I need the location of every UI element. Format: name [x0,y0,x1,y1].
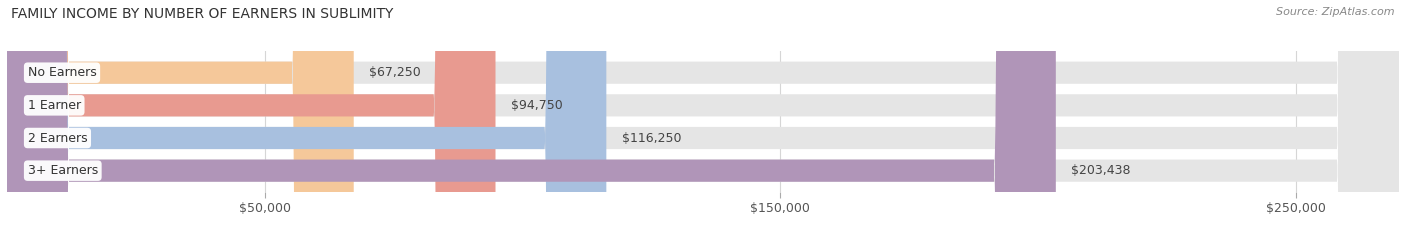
FancyBboxPatch shape [7,0,1399,234]
Text: No Earners: No Earners [28,66,97,79]
FancyBboxPatch shape [7,0,1056,234]
Text: 2 Earners: 2 Earners [28,132,87,145]
Text: Source: ZipAtlas.com: Source: ZipAtlas.com [1277,7,1395,17]
Text: $94,750: $94,750 [510,99,562,112]
Text: $67,250: $67,250 [370,66,420,79]
Text: $203,438: $203,438 [1071,164,1130,177]
Text: 1 Earner: 1 Earner [28,99,80,112]
FancyBboxPatch shape [7,0,606,234]
Text: $116,250: $116,250 [621,132,682,145]
FancyBboxPatch shape [7,0,1399,234]
FancyBboxPatch shape [7,0,354,234]
FancyBboxPatch shape [7,0,1399,234]
FancyBboxPatch shape [7,0,1399,234]
Text: 3+ Earners: 3+ Earners [28,164,98,177]
FancyBboxPatch shape [7,0,495,234]
Text: FAMILY INCOME BY NUMBER OF EARNERS IN SUBLIMITY: FAMILY INCOME BY NUMBER OF EARNERS IN SU… [11,7,394,21]
